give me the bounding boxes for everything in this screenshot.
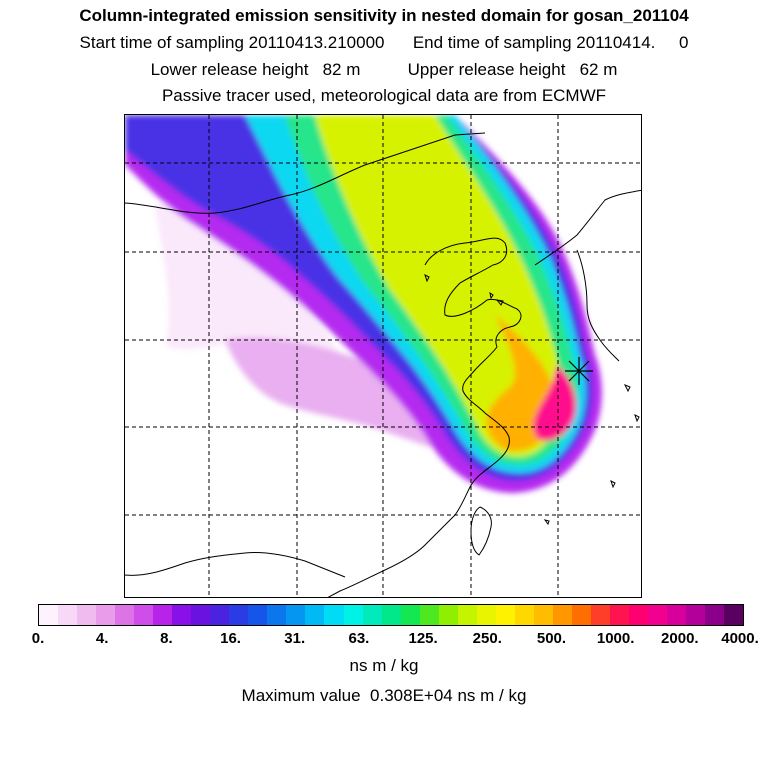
color-scale-tick-label: 31. — [284, 630, 306, 647]
color-scale-segment — [514, 605, 534, 625]
color-scale-tick-label: 4000. — [721, 630, 759, 647]
color-scale-segment — [552, 605, 572, 625]
maximum-value-text: Maximum value 0.308E+04 ns m / kg — [241, 686, 527, 705]
taiwan — [470, 506, 492, 556]
color-scale-tick-label: 0. — [31, 630, 45, 647]
color-scale-unit: ns m / kg — [349, 656, 419, 675]
color-scale-tick-label: 1000. — [596, 630, 635, 647]
lat-lon-grid — [125, 115, 641, 597]
south-coast — [125, 552, 346, 578]
color-scale-segment — [267, 605, 287, 625]
color-scale-segment — [400, 605, 420, 625]
plot-title: Column-integrated emission sensitivity i… — [79, 6, 689, 25]
color-scale-segment — [286, 605, 306, 625]
color-scale-tick-label: 16. — [220, 630, 241, 647]
color-scale-segment — [324, 605, 344, 625]
color-scale-segment — [96, 605, 116, 625]
color-scale-segment — [686, 605, 706, 625]
color-scale-segment — [39, 605, 59, 625]
plume-haze — [155, 203, 340, 355]
color-scale-segment — [571, 605, 591, 625]
color-scale-segment — [134, 605, 154, 625]
color-scale-segment — [419, 605, 439, 625]
yellow-sea-islands — [424, 274, 504, 306]
color-scale-tick-label: 2000. — [661, 630, 699, 647]
color-scale-tick-label: 500. — [536, 630, 567, 647]
color-scale-bar — [38, 604, 744, 626]
color-scale-tick-label: 8. — [160, 630, 173, 647]
color-scale-segment — [609, 605, 629, 625]
korea-coast — [534, 189, 641, 362]
color-scale-segment — [438, 605, 458, 625]
color-scale-segment — [667, 605, 687, 625]
color-scale-tick-label: 125. — [408, 630, 438, 647]
color-scale-tick-label: 63. — [348, 630, 370, 647]
map-canvas — [125, 115, 641, 597]
color-scale-segment — [343, 605, 363, 625]
color-scale-segment — [628, 605, 648, 625]
color-scale-tick-label: 4. — [95, 630, 109, 647]
northern-border — [125, 132, 486, 214]
bohai-coast — [424, 237, 522, 348]
color-scale-tick-label: 250. — [472, 630, 502, 647]
coastlines — [125, 132, 641, 597]
color-scale-segment — [58, 605, 78, 625]
color-scale-segment — [210, 605, 230, 625]
plume-yellow — [315, 115, 565, 457]
color-scale-segment — [457, 605, 477, 625]
tracer-info-line: Passive tracer used, meteorological data… — [161, 86, 607, 105]
color-scale-segment — [229, 605, 249, 625]
color-scale-segment — [248, 605, 268, 625]
color-scale-segment — [362, 605, 382, 625]
china-east-coast — [327, 346, 510, 597]
color-scale-segment — [533, 605, 553, 625]
color-scale-segment — [305, 605, 325, 625]
color-scale-segment — [172, 605, 192, 625]
color-scale-segment — [381, 605, 401, 625]
color-scale-segment — [648, 605, 668, 625]
color-scale-segment — [495, 605, 515, 625]
plume-field — [125, 115, 602, 493]
color-scale-segment — [115, 605, 135, 625]
color-scale-segment — [705, 605, 725, 625]
color-scale-segment — [590, 605, 610, 625]
color-scale-segment — [153, 605, 173, 625]
color-scale-segment — [77, 605, 97, 625]
color-scale-segment — [724, 605, 744, 625]
receptor-asterisk-icon — [565, 357, 593, 385]
color-scale-ticks: 0. 4. 8. 16. 31. 63. 125. 250. 500. 1000. 2000. 400… — [0, 630, 768, 650]
color-scale-segment — [191, 605, 211, 625]
plume-magenta — [533, 365, 577, 441]
release-height-line: Lower release height 82 m Upper release … — [150, 60, 618, 79]
emission-sensitivity-map — [124, 114, 642, 598]
sampling-time-line: Start time of sampling 20110413.210000 E… — [79, 33, 689, 52]
japan-islands — [543, 384, 640, 526]
color-scale-segment — [476, 605, 496, 625]
